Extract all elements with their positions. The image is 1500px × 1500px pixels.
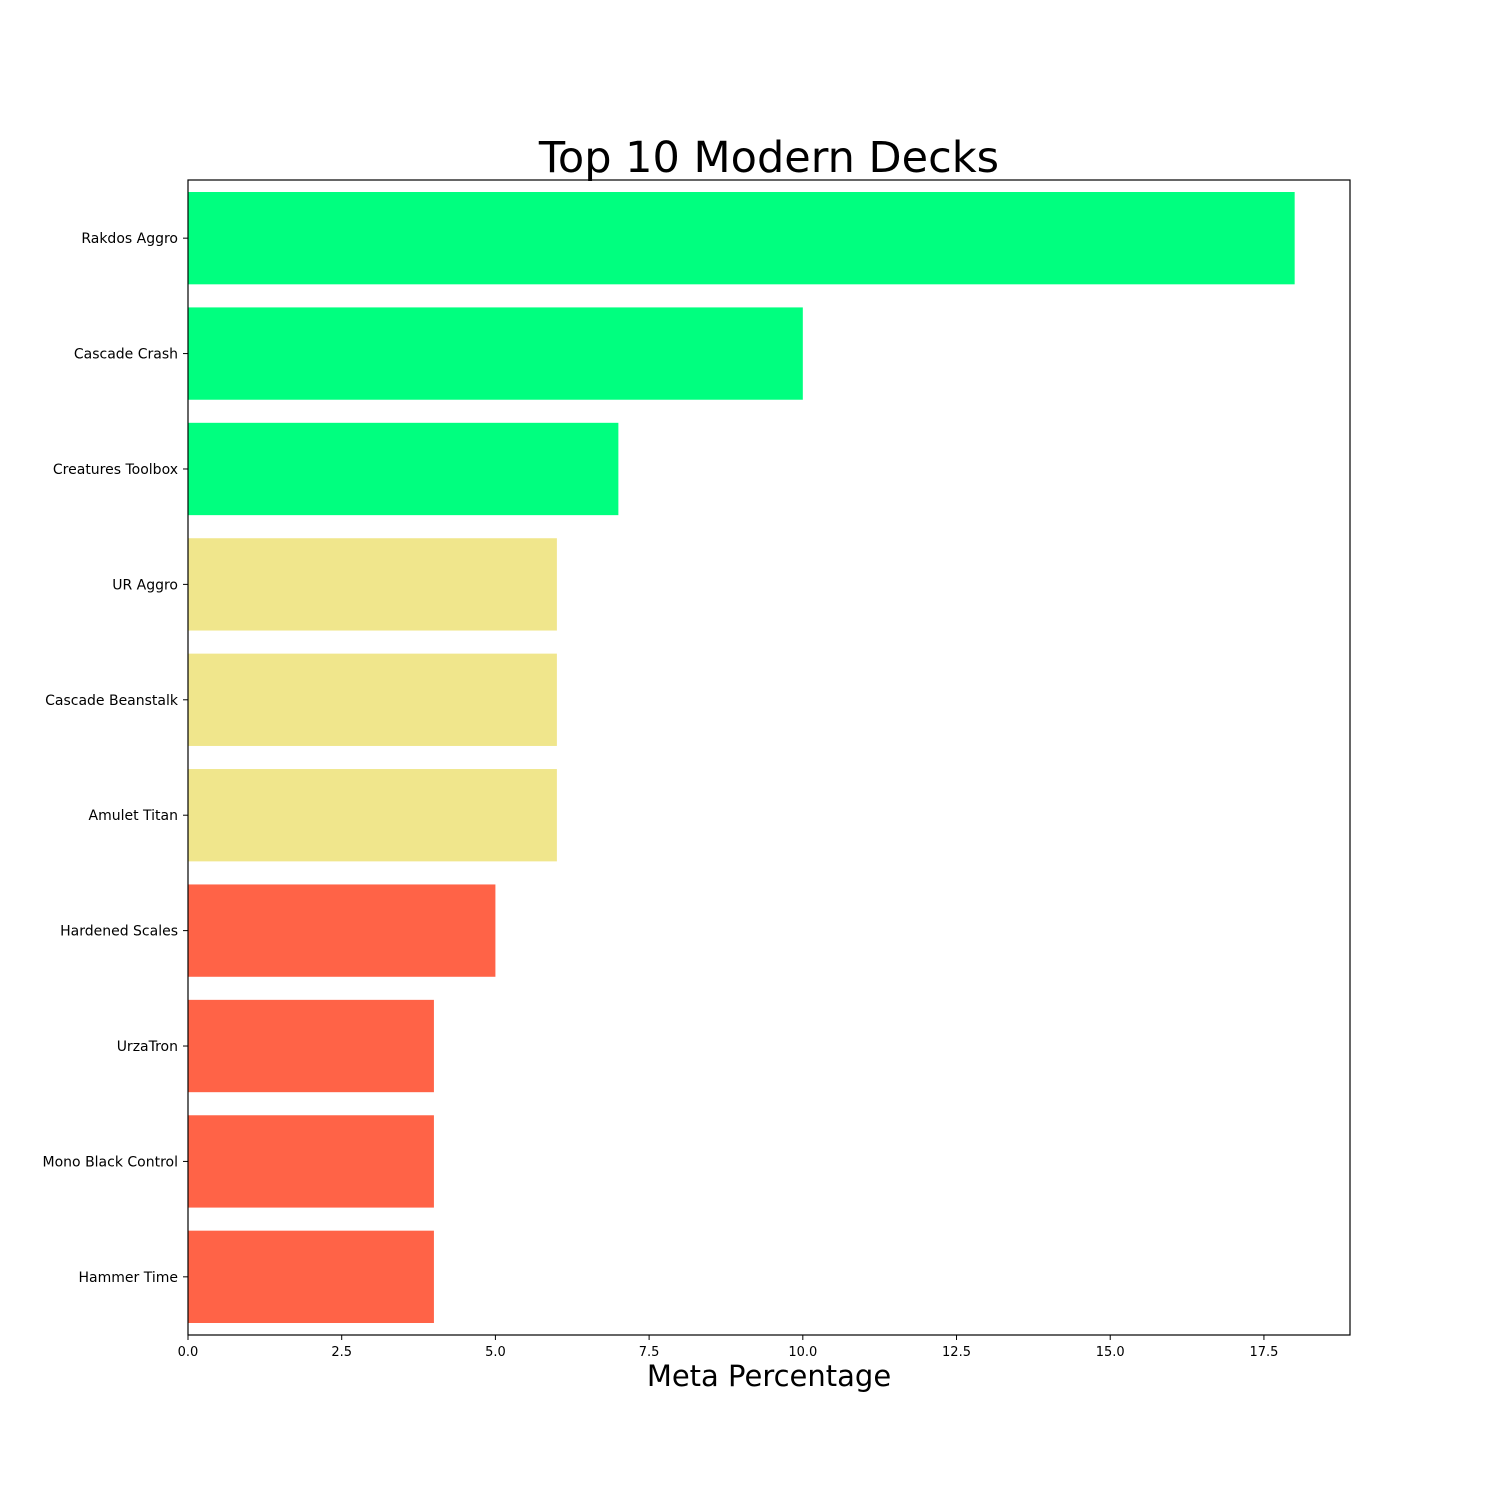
bar-mono-black-control — [188, 1115, 434, 1208]
y-tick-label: Amulet Titan — [89, 808, 178, 824]
chart-title: Top 10 Modern Decks — [538, 133, 999, 183]
bar-ur-aggro — [188, 538, 557, 631]
x-tick-label: 12.5 — [942, 1345, 971, 1360]
y-tick-label: Cascade Beanstalk — [45, 693, 179, 709]
bar-cascade-beanstalk — [188, 653, 557, 746]
bar-urzatron — [188, 999, 434, 1093]
y-tick-label: UrzaTron — [117, 1039, 178, 1055]
y-tick-label: Rakdos Aggro — [81, 231, 178, 247]
x-tick-label: 17.5 — [1249, 1345, 1278, 1360]
plot-frame — [187, 179, 1351, 1336]
x-tick-label: 7.5 — [639, 1345, 660, 1360]
x-tick-label: 15.0 — [1096, 1345, 1125, 1360]
y-tick-label: Creatures Toolbox — [53, 462, 178, 478]
x-axis-label: Meta Percentage — [647, 1359, 891, 1393]
bar-cascade-crash — [188, 307, 803, 400]
x-tick-label: 10.0 — [788, 1345, 817, 1360]
bar-hardened-scales — [188, 884, 496, 977]
y-tick-label: Hammer Time — [79, 1270, 178, 1286]
x-tick-label: 5.0 — [485, 1345, 506, 1360]
y-axis: Rakdos Aggro Cascade Crash Creatures Toolb… — [43, 231, 188, 1286]
y-tick-label: Mono Black Control — [43, 1154, 178, 1170]
bar-rakdos-aggro — [188, 192, 1295, 285]
bar-amulet-titan — [188, 769, 557, 862]
y-tick-label: Cascade Crash — [74, 347, 178, 363]
y-tick-label: UR Aggro — [112, 577, 178, 593]
bars-group — [188, 192, 1295, 1323]
bar-creatures-toolbox — [188, 422, 619, 516]
x-axis: 0.0 2.5 5.0 7.5 10.0 12.5 15.0 17.5 — [178, 1335, 1278, 1360]
x-tick-label: 2.5 — [331, 1345, 352, 1360]
bar-hammer-time — [188, 1230, 434, 1323]
x-tick-label: 0.0 — [178, 1345, 199, 1360]
y-tick-label: Hardened Scales — [60, 924, 178, 940]
